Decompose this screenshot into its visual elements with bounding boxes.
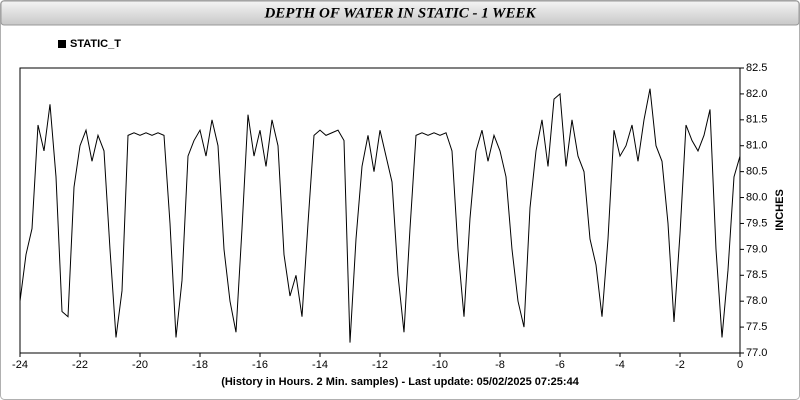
- y-tick-label: 78.5: [746, 269, 767, 281]
- y-tick-label: 82.5: [746, 62, 767, 74]
- y-tick-label: 77.5: [746, 321, 767, 333]
- x-tick-label: -4: [615, 359, 625, 371]
- title-bar: [0, 0, 800, 26]
- x-tick-label: -10: [432, 359, 448, 371]
- x-tick-label: -2: [675, 359, 685, 371]
- data-line: [19, 88, 741, 343]
- x-tick-label: -24: [12, 359, 28, 371]
- y-tick-label: 79.0: [746, 243, 767, 255]
- y-tick-label: 80.0: [746, 191, 767, 203]
- x-tick-label: -14: [312, 359, 328, 371]
- legend-label: STATIC_T: [70, 38, 121, 50]
- x-tick-label: -16: [252, 359, 268, 371]
- x-tick-label: -6: [555, 359, 565, 371]
- x-tick-label: -22: [72, 359, 88, 371]
- y-tick-label: 77.0: [746, 347, 767, 359]
- plot-area: [19, 67, 741, 354]
- y-axis-label: INCHES: [774, 189, 786, 231]
- y-tick-label: 79.5: [746, 217, 767, 229]
- y-tick-label: 78.0: [746, 295, 767, 307]
- y-tick-label: 82.0: [746, 88, 767, 100]
- x-tick-label: -8: [495, 359, 505, 371]
- x-tick-label: 0: [737, 359, 743, 371]
- chart-title: DEPTH OF WATER IN STATIC - 1 WEEK: [263, 5, 536, 21]
- x-tick-label: -18: [192, 359, 208, 371]
- y-tick-label: 80.5: [746, 166, 767, 178]
- y-tick-label: 81.5: [746, 114, 767, 126]
- y-tick-label: 81.0: [746, 140, 767, 152]
- legend-swatch: [58, 40, 66, 48]
- x-tick-label: -20: [132, 359, 148, 371]
- x-tick-label: -12: [372, 359, 388, 371]
- x-axis-label: (History in Hours. 2 Min. samples) - Las…: [221, 376, 580, 388]
